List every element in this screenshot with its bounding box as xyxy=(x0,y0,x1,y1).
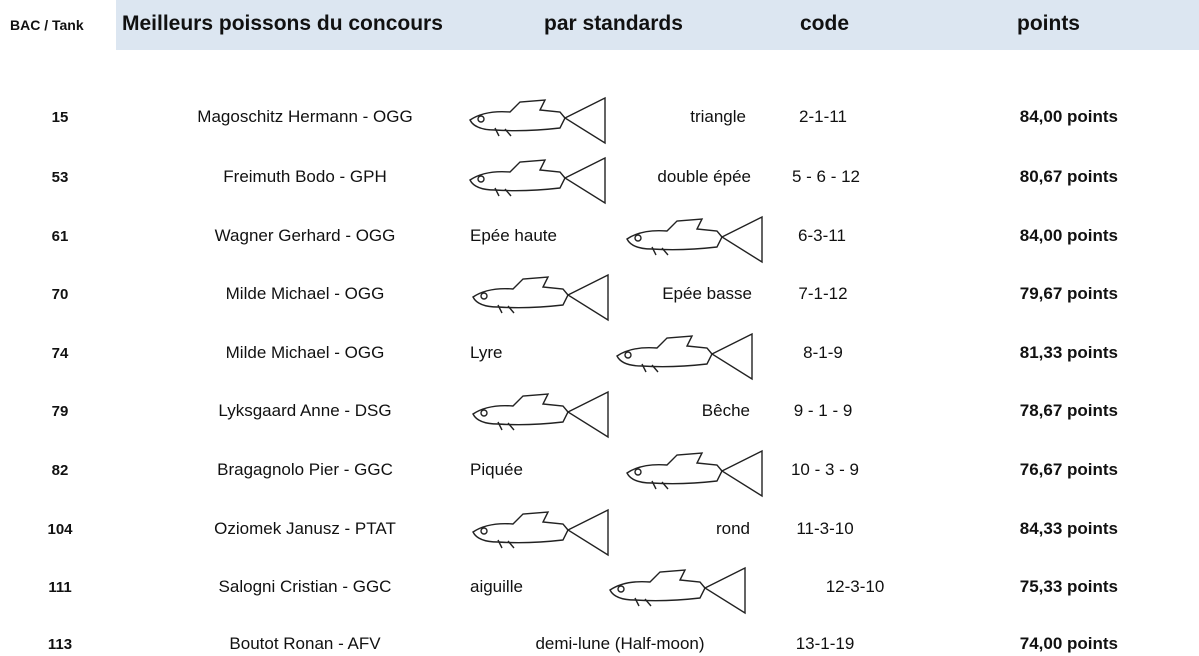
fish-icon xyxy=(468,265,618,325)
standard: rond xyxy=(716,519,750,539)
points: 84,33 points xyxy=(1020,519,1118,539)
code: 10 - 3 - 9 xyxy=(791,460,859,480)
name: Freimuth Bodo - GPH xyxy=(223,167,386,187)
tank: 61 xyxy=(52,228,69,245)
points: 84,00 points xyxy=(1020,107,1118,127)
tank: 70 xyxy=(52,286,69,303)
standard: Epée haute xyxy=(470,226,557,246)
code: 5 - 6 - 12 xyxy=(792,167,860,187)
fish-icon xyxy=(612,324,762,384)
fish-icon xyxy=(468,382,618,442)
name: Lyksgaard Anne - DSG xyxy=(218,401,391,421)
standard: Bêche xyxy=(702,401,750,421)
standard: demi-lune (Half-moon) xyxy=(535,634,704,654)
points: 84,00 points xyxy=(1020,226,1118,246)
name: Salogni Cristian - GGC xyxy=(219,577,392,597)
tank: 111 xyxy=(48,579,71,596)
standard: Piquée xyxy=(470,460,523,480)
name: Oziomek Janusz - PTAT xyxy=(214,519,396,539)
standard: triangle xyxy=(690,107,746,127)
points: 74,00 points xyxy=(1020,634,1118,654)
name: Boutot Ronan - AFV xyxy=(229,634,380,654)
fish-icon xyxy=(465,88,615,148)
fish-icon xyxy=(622,207,772,267)
page: {"header": {"tank": "BAC / Tank", "name"… xyxy=(0,0,1199,656)
code: 11-3-10 xyxy=(796,519,853,539)
name: Bragagnolo Pier - GGC xyxy=(217,460,393,480)
header-code: code xyxy=(800,12,849,36)
fish-icon xyxy=(465,148,615,208)
tank: 15 xyxy=(52,109,69,126)
header-name: Meilleurs poissons du concours xyxy=(122,12,443,36)
code: 13-1-19 xyxy=(796,634,855,654)
tank: 113 xyxy=(48,636,72,653)
code: 9 - 1 - 9 xyxy=(794,401,853,421)
name: Milde Michael - OGG xyxy=(226,284,385,304)
tank: 82 xyxy=(52,462,69,479)
points: 81,33 points xyxy=(1020,343,1118,363)
name: Magoschitz Hermann - OGG xyxy=(197,107,412,127)
points: 79,67 points xyxy=(1020,284,1118,304)
header-standard: par standards xyxy=(544,12,683,36)
tank: 104 xyxy=(47,521,72,538)
code: 2-1-11 xyxy=(799,107,847,127)
standard: Lyre xyxy=(470,343,502,363)
code: 12-3-10 xyxy=(826,577,885,597)
tank: 79 xyxy=(52,403,69,420)
header-tank: BAC / Tank xyxy=(10,17,84,33)
standard: Epée basse xyxy=(662,284,752,304)
points: 78,67 points xyxy=(1020,401,1118,421)
fish-icon xyxy=(605,558,755,618)
points: 80,67 points xyxy=(1020,167,1118,187)
standard: double épée xyxy=(657,167,751,187)
code: 7-1-12 xyxy=(798,284,847,304)
header-points: points xyxy=(1017,12,1080,36)
standard: aiguille xyxy=(470,577,523,597)
code: 6-3-11 xyxy=(798,226,846,246)
tank: 74 xyxy=(52,345,69,362)
points: 76,67 points xyxy=(1020,460,1118,480)
tank: 53 xyxy=(52,169,69,186)
fish-icon xyxy=(622,441,772,501)
code: 8-1-9 xyxy=(803,343,843,363)
name: Wagner Gerhard - OGG xyxy=(215,226,396,246)
name: Milde Michael - OGG xyxy=(226,343,385,363)
points: 75,33 points xyxy=(1020,577,1118,597)
fish-icon xyxy=(468,500,618,560)
